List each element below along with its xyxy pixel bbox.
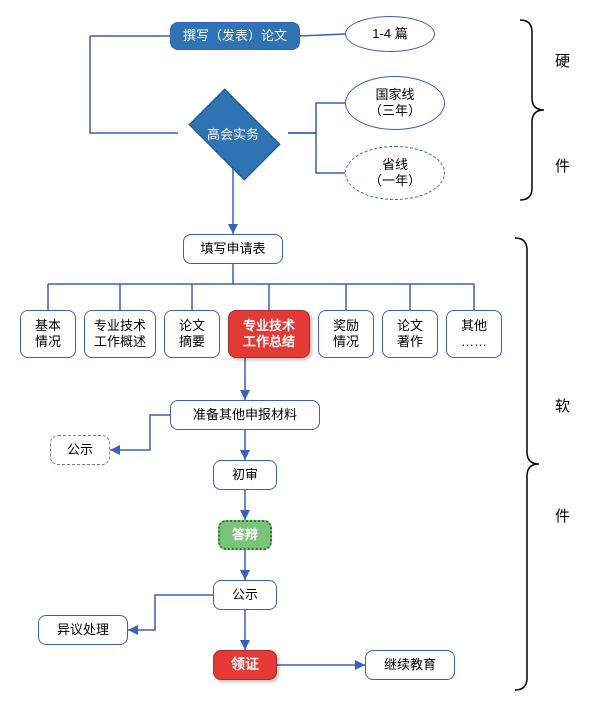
line2: （三年） — [369, 103, 421, 119]
node-label-lines: 基本 情况 — [35, 318, 61, 351]
node-label: 公示 — [67, 442, 93, 458]
node-form: 填写申请表 — [183, 234, 283, 264]
label-text: 件 — [555, 158, 570, 175]
node-cat4: 专业技术 工作总结 — [228, 310, 310, 358]
node-label: 准备其他申报材料 — [193, 407, 297, 423]
node-defense: 答辩 — [218, 520, 272, 550]
line2: …… — [461, 334, 487, 350]
line1: 其他 — [461, 318, 487, 334]
node-label: 高会实务 — [207, 124, 259, 143]
node-count14: 1-4 篇 — [345, 16, 435, 52]
line2: 情况 — [333, 334, 359, 350]
node-label-lines: 专业技术 工作概述 — [94, 318, 146, 351]
line1: 专业技术 — [94, 318, 146, 334]
node-cat2: 专业技术 工作概述 — [84, 310, 156, 358]
node-publicity-dashed: 公示 — [50, 435, 110, 465]
node-practice: 高会实务 — [178, 98, 288, 168]
line2: 情况 — [35, 334, 61, 350]
label-soft-bottom: 件 — [555, 505, 570, 526]
node-cat3: 论文 摘要 — [164, 310, 220, 358]
node-label: 异议处理 — [57, 622, 109, 638]
node-label: 答辩 — [232, 527, 258, 543]
line1: 奖励 — [333, 318, 359, 334]
node-label: 1-4 篇 — [372, 26, 407, 42]
line2: 摘要 — [179, 334, 205, 350]
label-soft-top: 软 — [555, 395, 570, 416]
node-first-review: 初审 — [213, 460, 277, 490]
node-label: 初审 — [232, 467, 258, 483]
node-cat5: 奖励 情况 — [318, 310, 374, 358]
node-publicity: 公示 — [213, 580, 277, 610]
line1: 论文 — [179, 318, 205, 334]
line2: （一年） — [369, 173, 421, 189]
node-label: 撰写（发表）论文 — [183, 28, 287, 44]
label-text: 软 — [555, 398, 570, 415]
label-hard-bottom: 件 — [555, 155, 570, 176]
node-label: 继续教育 — [384, 657, 436, 673]
node-label-lines: 论文 摘要 — [179, 318, 205, 351]
node-cat7: 其他 …… — [446, 310, 502, 358]
line1: 论文 — [397, 318, 423, 334]
node-label-lines: 其他 …… — [461, 318, 487, 351]
node-cat6: 论文 著作 — [382, 310, 438, 358]
label-text: 硬 — [555, 53, 570, 70]
node-provincial: 省线 （一年） — [345, 146, 445, 200]
node-label-lines: 专业技术 工作总结 — [243, 318, 295, 351]
line1: 国家线 — [369, 87, 421, 103]
node-label-lines: 论文 著作 — [397, 318, 423, 351]
label-text: 件 — [555, 508, 570, 525]
node-label-lines: 奖励 情况 — [333, 318, 359, 351]
node-national: 国家线 （三年） — [345, 76, 445, 130]
flowchart-stage: 撰写（发表）论文 1-4 篇 高会实务 国家线 （三年） 省线 （一年） 填写申… — [0, 0, 610, 713]
line1: 专业技术 — [243, 318, 295, 334]
node-prep: 准备其他申报材料 — [170, 400, 320, 430]
node-label: 领证 — [231, 656, 259, 674]
node-cert: 领证 — [213, 650, 277, 680]
node-thesis: 撰写（发表）论文 — [170, 22, 300, 50]
node-label: 公示 — [232, 587, 258, 603]
node-label: 填写申请表 — [200, 241, 265, 257]
line2: 工作总结 — [243, 334, 295, 350]
label-hard-top: 硬 — [555, 50, 570, 71]
node-cat1: 基本 情况 — [20, 310, 76, 358]
line1: 基本 — [35, 318, 61, 334]
node-edu: 继续教育 — [365, 650, 455, 680]
node-label-lines: 国家线 （三年） — [369, 87, 421, 120]
line2: 著作 — [397, 334, 423, 350]
node-label-lines: 省线 （一年） — [369, 157, 421, 190]
line1: 省线 — [369, 157, 421, 173]
node-dispute: 异议处理 — [38, 615, 128, 645]
line2: 工作概述 — [94, 334, 146, 350]
